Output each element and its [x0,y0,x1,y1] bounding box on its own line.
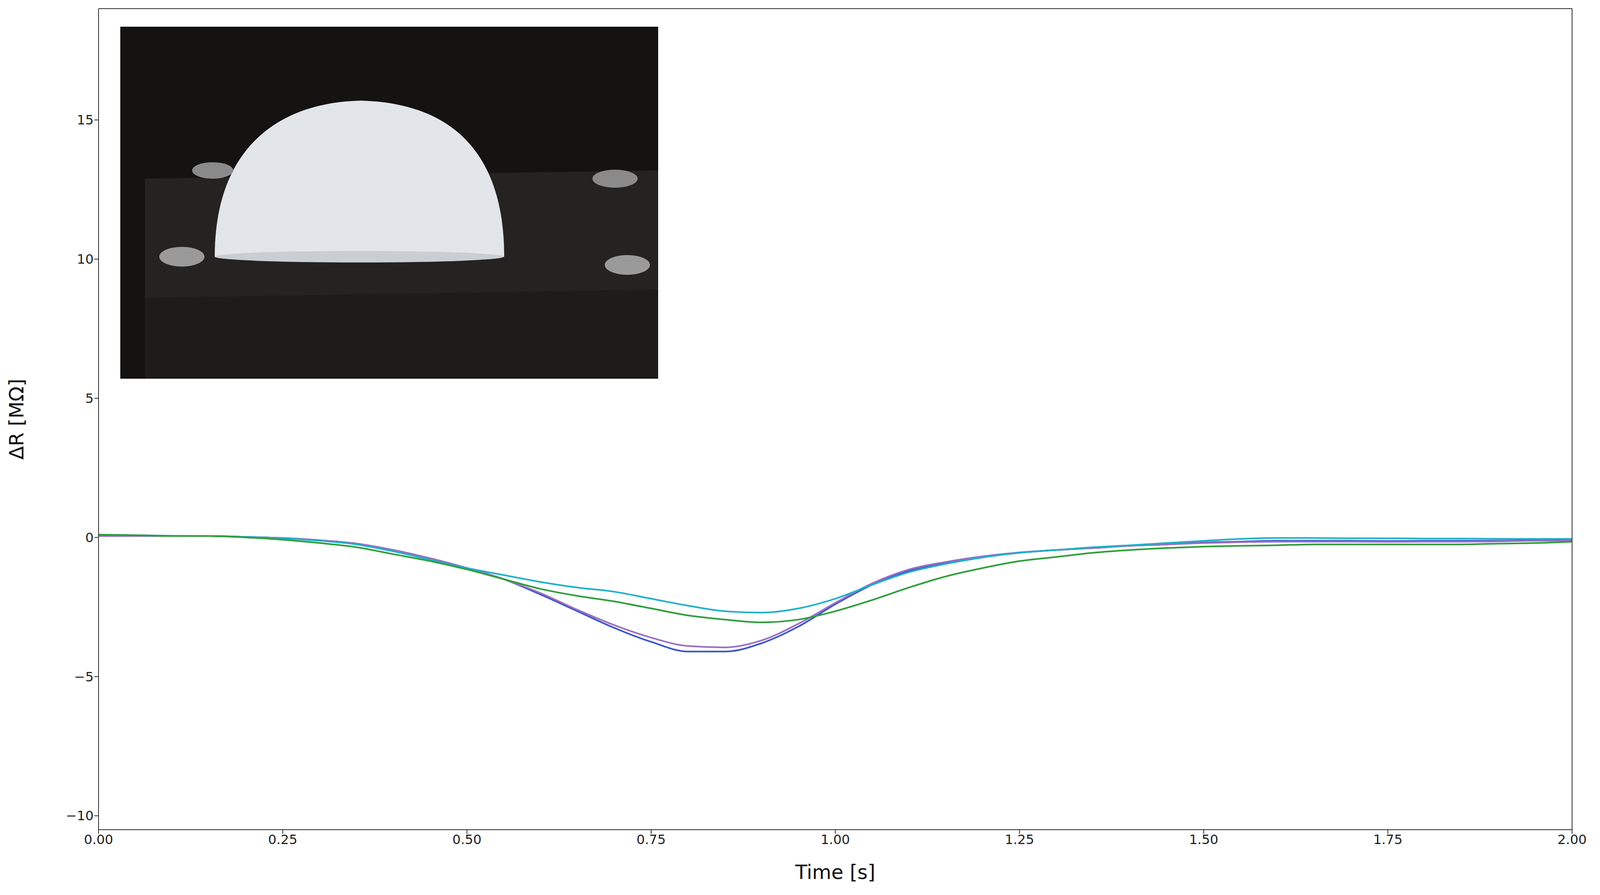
svg-text:0.25: 0.25 [268,831,298,848]
svg-text:0.75: 0.75 [636,831,666,848]
svg-text:1.25: 1.25 [1005,831,1035,848]
svg-text:1.75: 1.75 [1373,831,1403,848]
svg-text:0.00: 0.00 [83,831,113,848]
svg-text:5: 5 [85,390,94,407]
svg-text:2.00: 2.00 [1557,831,1587,848]
svg-text:1.50: 1.50 [1189,831,1219,848]
svg-text:0.50: 0.50 [452,831,482,848]
svg-text:15: 15 [76,112,94,128]
svg-text:0: 0 [85,529,94,546]
svg-text:1.00: 1.00 [820,831,850,848]
svg-text:−10: −10 [65,807,94,824]
svg-text:ΔR [MΩ]: ΔR [MΩ] [4,378,28,460]
svg-text:10: 10 [76,251,94,267]
svg-text:−5: −5 [74,668,94,685]
svg-text:Time [s]: Time [s] [794,860,876,884]
